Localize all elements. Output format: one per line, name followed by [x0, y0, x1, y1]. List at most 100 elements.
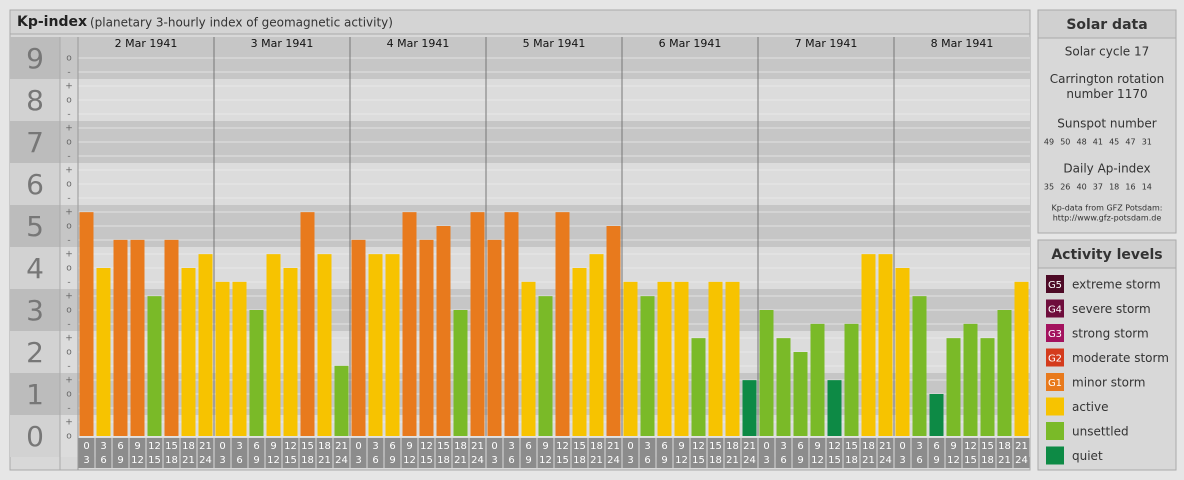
hour-start: 21 — [199, 441, 212, 452]
hour-box — [588, 438, 605, 468]
hour-end: 24 — [199, 455, 212, 466]
label-band — [10, 247, 60, 289]
hour-box — [180, 438, 197, 468]
hour-end: 21 — [726, 455, 739, 466]
minor-label: o — [66, 264, 72, 274]
minor-label: + — [65, 208, 73, 218]
hour-box — [792, 438, 809, 468]
bar — [368, 254, 383, 436]
hour-end: 18 — [709, 455, 722, 466]
day-label: 8 Mar 1941 — [931, 37, 994, 50]
hour-start: 9 — [814, 441, 820, 452]
sunspots-value: 41 — [1093, 138, 1103, 147]
solar-cycle: Solar cycle 17 — [1065, 45, 1150, 59]
hour-end: 21 — [454, 455, 467, 466]
label-band — [10, 289, 60, 331]
hour-start: 9 — [950, 441, 956, 452]
legend-badge: G5 — [1048, 280, 1062, 291]
bar — [504, 212, 519, 436]
bar — [215, 281, 230, 436]
hour-end: 9 — [797, 455, 803, 466]
y-tick-label: 4 — [26, 252, 44, 285]
label-band — [10, 79, 60, 121]
hour-box — [418, 438, 435, 468]
hour-start: 9 — [406, 441, 412, 452]
bar — [606, 226, 621, 436]
hour-end: 18 — [981, 455, 994, 466]
hour-box — [197, 438, 214, 468]
chart-title: Kp-index — [17, 14, 87, 30]
label-band — [10, 121, 60, 163]
hour-end: 24 — [879, 455, 892, 466]
hour-start: 3 — [508, 441, 514, 452]
minor-label: o — [66, 306, 72, 316]
minor-label: - — [67, 278, 70, 288]
minor-label: - — [67, 68, 70, 78]
bar — [929, 394, 944, 436]
hour-box — [146, 438, 163, 468]
hour-box — [401, 438, 418, 468]
hour-start: 18 — [182, 441, 195, 452]
hour-end: 21 — [182, 455, 195, 466]
hour-box — [469, 438, 486, 468]
minor-label: + — [65, 292, 73, 302]
hour-end: 15 — [828, 455, 841, 466]
label-band — [10, 415, 60, 457]
hour-start: 6 — [525, 441, 531, 452]
hour-end: 15 — [692, 455, 705, 466]
hour-end: 12 — [539, 455, 552, 466]
minor-label: + — [65, 124, 73, 134]
legend-header — [1037, 239, 1177, 269]
hour-end: 12 — [947, 455, 960, 466]
solar-title: Solar data — [1066, 17, 1147, 33]
hour-box — [639, 438, 656, 468]
bar — [351, 239, 366, 436]
hour-end: 9 — [117, 455, 123, 466]
hour-end: 3 — [491, 455, 497, 466]
hour-box — [520, 438, 537, 468]
label-band — [10, 163, 60, 205]
day-label: 7 Mar 1941 — [795, 37, 858, 50]
title-bar — [9, 9, 1031, 35]
hour-end: 9 — [661, 455, 667, 466]
hour-start: 12 — [420, 441, 433, 452]
bar — [419, 239, 434, 436]
hour-box — [809, 438, 826, 468]
hour-box — [758, 438, 775, 468]
bar — [317, 254, 332, 436]
bar — [963, 323, 978, 436]
hour-start: 21 — [1015, 441, 1028, 452]
minor-label: o — [66, 348, 72, 358]
legend-badge: G3 — [1048, 329, 1062, 340]
hour-box — [775, 438, 792, 468]
sunspots-value: 48 — [1077, 138, 1087, 147]
hour-start: 6 — [933, 441, 939, 452]
hour-end: 21 — [998, 455, 1011, 466]
ap-value: 18 — [1109, 183, 1119, 192]
hour-start: 18 — [454, 441, 467, 452]
legend-badge: G4 — [1048, 305, 1062, 316]
bar — [555, 212, 570, 436]
minor-label: - — [67, 110, 70, 120]
bar — [793, 352, 808, 436]
ap-value: 16 — [1125, 183, 1135, 192]
hour-start: 3 — [780, 441, 786, 452]
bar — [130, 239, 145, 436]
hour-end: 18 — [573, 455, 586, 466]
sunspots-value: 50 — [1060, 138, 1070, 147]
hour-end: 6 — [780, 455, 786, 466]
hour-box — [78, 438, 95, 468]
hour-start: 9 — [678, 441, 684, 452]
rotation: Carrington rotation number 1170 — [1049, 72, 1165, 101]
hour-start: 15 — [301, 441, 314, 452]
hour-box — [843, 438, 860, 468]
hour-start: 18 — [998, 441, 1011, 452]
legend-label: moderate storm — [1072, 351, 1169, 365]
sunspots-value: 45 — [1109, 138, 1119, 147]
hour-end: 18 — [845, 455, 858, 466]
minor-label: - — [67, 362, 70, 372]
hour-end: 15 — [284, 455, 297, 466]
hour-start: 0 — [355, 441, 361, 452]
bar — [402, 212, 417, 436]
solar-panel-header — [1037, 9, 1177, 39]
